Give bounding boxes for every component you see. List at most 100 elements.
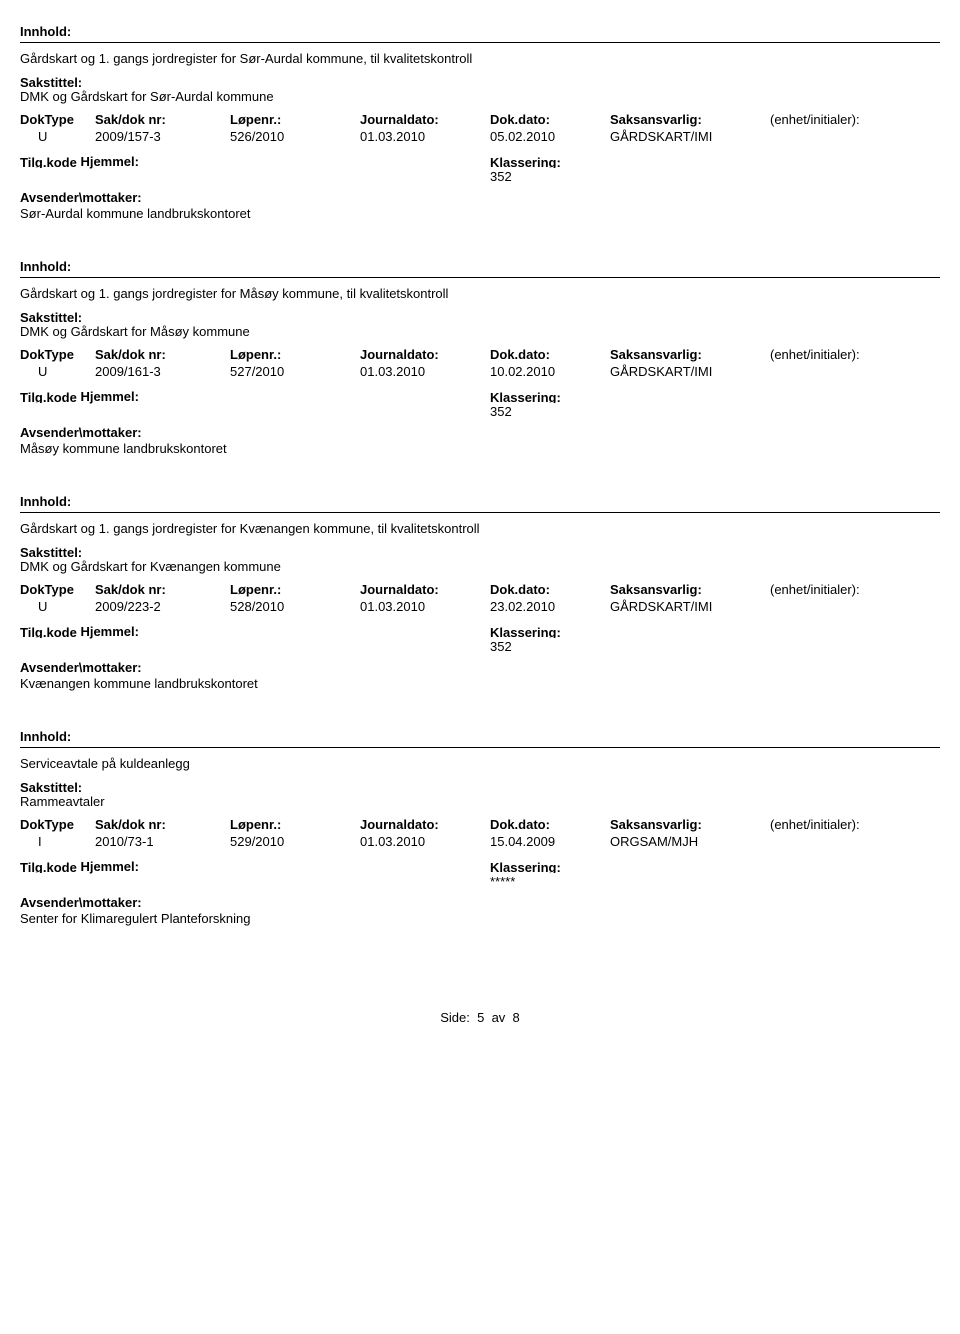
klassering-label: Klassering: (490, 859, 561, 873)
sakstittel-value: DMK og Gårdskart for Kvænangen kommune (20, 559, 940, 574)
klassering-value: 352 (490, 169, 561, 184)
dokdato-value: 15.04.2009 (490, 834, 610, 849)
klassering-label: Klassering: (490, 624, 561, 638)
header-row: DokType Sak/dok nr: Løpenr.: Journaldato… (20, 347, 940, 362)
hjemmel-label: Hjemmel: (80, 624, 139, 639)
sakstittel-label: Sakstittel: (20, 309, 940, 323)
klassering-value: 352 (490, 639, 561, 654)
sakdok-value: 2010/73-1 (95, 834, 230, 849)
klassering-label: Klassering: (490, 154, 561, 168)
journaldato-value: 01.03.2010 (360, 599, 490, 614)
page-footer: Side: 5 av 8 (20, 1010, 940, 1025)
dokdato-header: Dok.dato: (490, 112, 610, 127)
innhold-value: Gårdskart og 1. gangs jordregister for S… (20, 51, 940, 66)
doktype-header: DokType (20, 112, 95, 127)
saksansvarlig-value: GÅRDSKART/IMI (610, 129, 770, 144)
avsender-value: Sør-Aurdal kommune landbrukskontoret (20, 206, 940, 221)
footer-side-label: Side: (440, 1010, 470, 1025)
value-row: U 2009/223-2 528/2010 01.03.2010 23.02.2… (20, 599, 940, 614)
sakstittel-value: DMK og Gårdskart for Sør-Aurdal kommune (20, 89, 940, 104)
tilgkode-label: Tilg.kode (20, 389, 77, 403)
innhold-value: Serviceavtale på kuldeanlegg (20, 756, 940, 771)
sakstittel-label: Sakstittel: (20, 544, 940, 558)
doktype-value: U (20, 129, 95, 144)
doktype-header: DokType (20, 347, 95, 362)
lopenr-header: Løpenr.: (230, 817, 360, 832)
enhet-header: (enhet/initialer): (770, 817, 860, 832)
divider (20, 42, 940, 43)
klassering-label: Klassering: (490, 389, 561, 403)
enhet-header: (enhet/initialer): (770, 582, 860, 597)
sakdok-value: 2009/157-3 (95, 129, 230, 144)
journaldato-value: 01.03.2010 (360, 834, 490, 849)
tilgkode-label: Tilg.kode (20, 859, 77, 873)
divider (20, 277, 940, 278)
lopenr-header: Løpenr.: (230, 112, 360, 127)
divider (20, 512, 940, 513)
value-row: U 2009/161-3 527/2010 01.03.2010 10.02.2… (20, 364, 940, 379)
divider (20, 747, 940, 748)
avsender-label: Avsender\mottaker: (20, 895, 940, 910)
sakdok-value: 2009/223-2 (95, 599, 230, 614)
saksansvarlig-value: ORGSAM/MJH (610, 834, 770, 849)
journaldato-header: Journaldato: (360, 817, 490, 832)
value-row: I 2010/73-1 529/2010 01.03.2010 15.04.20… (20, 834, 940, 849)
journaldato-value: 01.03.2010 (360, 364, 490, 379)
enhet-header: (enhet/initialer): (770, 347, 860, 362)
footer-page: 5 (477, 1010, 484, 1025)
journaldato-header: Journaldato: (360, 112, 490, 127)
innhold-label: Innhold: (20, 494, 940, 509)
doktype-value: U (20, 364, 95, 379)
sakdok-header: Sak/dok nr: (95, 347, 230, 362)
doktype-value: I (20, 834, 95, 849)
lopenr-value: 526/2010 (230, 129, 360, 144)
doktype-value: U (20, 599, 95, 614)
tilg-klass-row: Tilg.kode Hjemmel: Klassering: ***** (20, 859, 940, 889)
enhet-header: (enhet/initialer): (770, 112, 860, 127)
sakdok-header: Sak/dok nr: (95, 582, 230, 597)
sakstittel-label: Sakstittel: (20, 74, 940, 88)
journal-record: Innhold: Gårdskart og 1. gangs jordregis… (20, 245, 940, 480)
saksansvarlig-header: Saksansvarlig: (610, 817, 770, 832)
footer-total: 8 (513, 1010, 520, 1025)
lopenr-header: Løpenr.: (230, 582, 360, 597)
doktype-header: DokType (20, 582, 95, 597)
sakdok-header: Sak/dok nr: (95, 817, 230, 832)
innhold-label: Innhold: (20, 259, 940, 274)
dokdato-value: 10.02.2010 (490, 364, 610, 379)
avsender-label: Avsender\mottaker: (20, 425, 940, 440)
tilg-klass-row: Tilg.kode Hjemmel: Klassering: 352 (20, 154, 940, 184)
header-row: DokType Sak/dok nr: Løpenr.: Journaldato… (20, 817, 940, 832)
journaldato-header: Journaldato: (360, 582, 490, 597)
tilg-klass-row: Tilg.kode Hjemmel: Klassering: 352 (20, 389, 940, 419)
klassering-value: ***** (490, 874, 561, 889)
tilgkode-label: Tilg.kode (20, 154, 77, 168)
saksansvarlig-value: GÅRDSKART/IMI (610, 364, 770, 379)
saksansvarlig-header: Saksansvarlig: (610, 347, 770, 362)
innhold-label: Innhold: (20, 729, 940, 744)
tilgkode-label: Tilg.kode (20, 624, 77, 638)
hjemmel-label: Hjemmel: (80, 859, 139, 874)
klassering-value: 352 (490, 404, 561, 419)
saksansvarlig-value: GÅRDSKART/IMI (610, 599, 770, 614)
hjemmel-label: Hjemmel: (80, 154, 139, 169)
saksansvarlig-header: Saksansvarlig: (610, 112, 770, 127)
lopenr-header: Løpenr.: (230, 347, 360, 362)
innhold-value: Gårdskart og 1. gangs jordregister for K… (20, 521, 940, 536)
journaldato-header: Journaldato: (360, 347, 490, 362)
avsender-label: Avsender\mottaker: (20, 190, 940, 205)
header-row: DokType Sak/dok nr: Løpenr.: Journaldato… (20, 112, 940, 127)
header-row: DokType Sak/dok nr: Løpenr.: Journaldato… (20, 582, 940, 597)
avsender-value: Senter for Klimaregulert Planteforskning (20, 911, 940, 926)
dokdato-header: Dok.dato: (490, 582, 610, 597)
value-row: U 2009/157-3 526/2010 01.03.2010 05.02.2… (20, 129, 940, 144)
innhold-label: Innhold: (20, 24, 940, 39)
saksansvarlig-header: Saksansvarlig: (610, 582, 770, 597)
sakstittel-value: DMK og Gårdskart for Måsøy kommune (20, 324, 940, 339)
journal-record: Innhold: Gårdskart og 1. gangs jordregis… (20, 480, 940, 715)
footer-av: av (492, 1010, 506, 1025)
journal-record: Innhold: Serviceavtale på kuldeanlegg Sa… (20, 715, 940, 950)
journal-record: Innhold: Gårdskart og 1. gangs jordregis… (20, 10, 940, 245)
sakdok-header: Sak/dok nr: (95, 112, 230, 127)
tilg-klass-row: Tilg.kode Hjemmel: Klassering: 352 (20, 624, 940, 654)
